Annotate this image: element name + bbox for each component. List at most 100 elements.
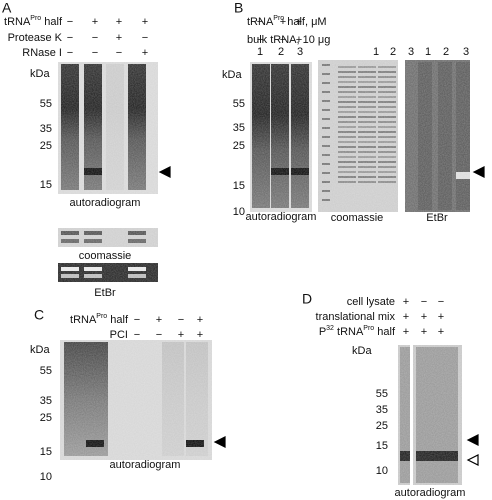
lane-number: 1: [373, 46, 379, 58]
ladder-label: 10: [376, 465, 388, 477]
gel-caption: coomassie: [331, 212, 384, 224]
gel-caption: autoradiogram: [70, 197, 141, 209]
condition-sign: +: [403, 326, 409, 338]
condition-sign: −: [92, 47, 98, 59]
gel-caption: EtBr: [426, 212, 448, 224]
condition-sign: +: [197, 314, 203, 326]
ladder-unit: kDa: [30, 68, 50, 80]
label-part: half: [107, 314, 129, 326]
gel-image: [58, 228, 158, 247]
condition-sign: −: [67, 32, 73, 44]
condition-label: bulk tRNA, 10 μg: [247, 34, 330, 46]
condition-sign: −: [134, 314, 140, 326]
condition-label: translational mix: [316, 311, 396, 323]
condition-sign: +: [421, 311, 427, 323]
lane-number: 2: [390, 46, 396, 58]
superscript: Pro: [30, 15, 41, 22]
arrowhead: [213, 436, 226, 448]
condition-sign: −: [67, 16, 73, 28]
condition-sign: −: [178, 314, 184, 326]
arrowhead: [158, 166, 171, 178]
condition-sign: −: [116, 47, 122, 59]
gel-noise: [398, 345, 462, 485]
gel-noise: [318, 60, 398, 212]
gel-noise: [58, 228, 158, 247]
gel-noise: [250, 62, 312, 212]
label-part: half, μM: [284, 16, 326, 28]
lane-number: 2: [443, 46, 449, 58]
panel-letter: D: [302, 291, 312, 307]
gel-image: [250, 62, 312, 212]
panel-letter: A: [2, 0, 12, 16]
condition-label: PCI: [110, 329, 128, 341]
condition-sign: +: [421, 326, 427, 338]
superscript: Pro: [363, 325, 374, 332]
ladder-label: 55: [40, 98, 52, 110]
ladder-unit: kDa: [352, 345, 372, 357]
condition-label: tRNAPro half: [70, 313, 129, 326]
label-part: cell lysate: [347, 296, 395, 308]
condition-sign: −: [438, 296, 444, 308]
condition-label: cell lysate: [347, 296, 395, 308]
condition-sign: +: [116, 32, 122, 44]
ladder-label: 55: [376, 388, 388, 400]
condition-sign: −: [134, 329, 140, 341]
condition-sign: +: [142, 47, 148, 59]
condition-sign: −: [257, 34, 263, 46]
condition-sign: −: [142, 32, 148, 44]
gel-image: [405, 60, 470, 212]
condition-sign: +: [156, 314, 162, 326]
lane-number: 3: [463, 46, 469, 58]
ladder-label: 15: [40, 179, 52, 191]
condition-sign: +: [197, 329, 203, 341]
label-part: tRNA: [70, 314, 97, 326]
condition-label: tRNAPro half: [4, 15, 63, 28]
ladder-unit: kDa: [30, 344, 50, 356]
gel-image: [58, 62, 158, 194]
lane-number: 2: [278, 46, 284, 58]
gel-image: [318, 60, 398, 212]
lane-number: 3: [408, 46, 414, 58]
label-part: RNase I: [22, 47, 62, 59]
condition-sign: +: [403, 311, 409, 323]
label-part: bulk tRNA, 10 μg: [247, 34, 330, 46]
ladder-label: 25: [40, 412, 52, 424]
label-part: Protease K: [8, 32, 63, 44]
ladder-label: 15: [233, 180, 245, 192]
label-part: half: [41, 16, 63, 28]
condition-sign: −: [257, 16, 263, 28]
gel-image: [398, 345, 462, 485]
ladder-label: 15: [40, 446, 52, 458]
label-part: translational mix: [316, 311, 396, 323]
ladder-label: 35: [376, 404, 388, 416]
condition-sign: +: [116, 16, 122, 28]
condition-sign: −: [156, 329, 162, 341]
ladder-label: 15: [376, 440, 388, 452]
superscript: Pro: [96, 313, 107, 320]
condition-sign: +: [438, 311, 444, 323]
gel-noise: [60, 340, 212, 460]
open-arrowhead: [466, 454, 479, 466]
gel-noise: [405, 60, 470, 212]
condition-sign: −: [421, 296, 427, 308]
ladder-label: 25: [233, 140, 245, 152]
lane-number: 1: [425, 46, 431, 58]
condition-sign: +: [296, 34, 302, 46]
condition-sign: −: [280, 34, 286, 46]
ladder-unit: kDa: [222, 69, 242, 81]
label-part: P: [319, 326, 326, 338]
condition-label: tRNAPro half, μM: [247, 15, 327, 28]
condition-sign: +: [92, 16, 98, 28]
arrowhead: [472, 166, 485, 178]
superscript: Pro: [273, 15, 284, 22]
arrowhead: [466, 434, 479, 446]
label-part: half: [374, 326, 396, 338]
condition-label: Protease K: [8, 32, 63, 44]
ladder-label: 55: [40, 365, 52, 377]
gel-caption: EtBr: [94, 287, 116, 299]
condition-sign: +: [178, 329, 184, 341]
ladder-label: 35: [40, 395, 52, 407]
lane-number: 3: [297, 46, 303, 58]
condition-sign: +: [296, 16, 302, 28]
